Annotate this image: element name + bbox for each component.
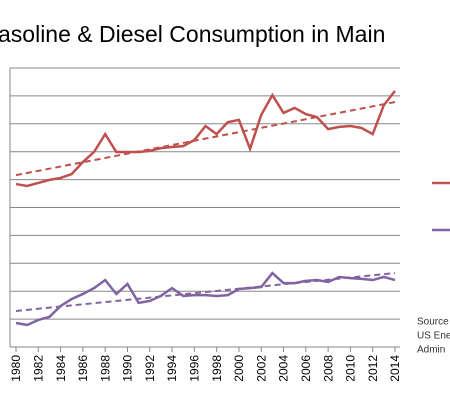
x-tick-label: 2000: [232, 355, 246, 382]
source-note: US Ene: [417, 331, 450, 342]
trend-line: [15, 272, 396, 313]
x-tick-label: 1996: [188, 355, 202, 382]
x-tick-label: 1982: [31, 355, 45, 382]
x-tick-label: 2012: [366, 355, 380, 382]
x-tick-label: 1986: [76, 355, 90, 382]
x-tick-label: 1988: [98, 355, 112, 382]
series-line: [15, 271, 396, 327]
x-tick-label: 2004: [277, 355, 291, 382]
x-tick-label: 1990: [121, 355, 135, 382]
trend-line: [15, 101, 396, 177]
x-tick-label: 1994: [165, 355, 179, 382]
x-tick-label: 2008: [321, 355, 335, 382]
source-note: Source: [417, 317, 449, 328]
x-tick-label: 2010: [344, 355, 358, 382]
x-tick-label: 1992: [143, 355, 157, 382]
x-tick-label: 2014: [388, 355, 402, 382]
x-tick-label: 2002: [254, 355, 268, 382]
x-tick-label: 1984: [54, 355, 68, 382]
x-tick-label: 1980: [9, 355, 23, 382]
source-note: Admin: [417, 345, 445, 356]
chart-title: asoline & Diesel Consumption in Main: [0, 21, 385, 47]
series-line: [15, 90, 396, 188]
x-tick-label: 1998: [210, 355, 224, 382]
x-tick-label: 2006: [299, 355, 313, 382]
